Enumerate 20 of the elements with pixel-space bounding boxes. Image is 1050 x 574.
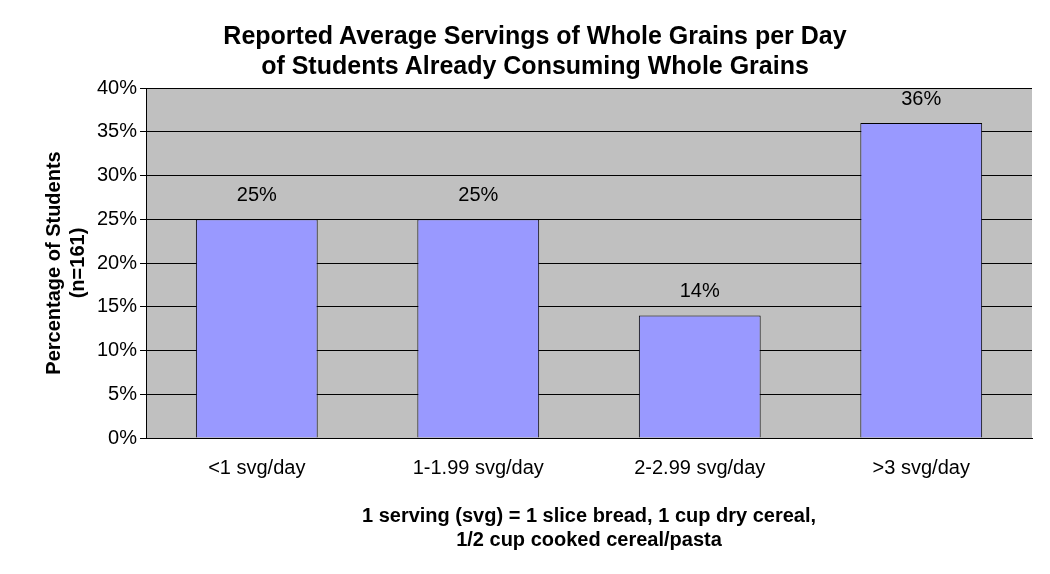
chart-title: Reported Average Servings of Whole Grains per Day of Students Already Consuming Whole Grains	[223, 20, 847, 79]
y-tick-label: 30%	[97, 163, 138, 186]
data-label: 14%	[679, 279, 720, 302]
x-tick-label: >3 svg/day	[872, 455, 970, 478]
y-tick-label: 35%	[97, 119, 138, 142]
y-tick-label: 0%	[108, 425, 138, 448]
data-label: 25%	[236, 182, 278, 205]
y-tick-label: 15%	[97, 294, 138, 317]
y-tick-label: 10%	[97, 338, 138, 361]
x-axis-title: 1 serving (svg) = 1 slice bread, 1 cup dry cereal, 1/2 cup cooked cereal/pasta	[361, 503, 817, 550]
y-tick-label: 25%	[97, 206, 138, 229]
data-label: 25%	[458, 182, 499, 205]
y-tick-label: 5%	[108, 381, 138, 404]
data-label: 36%	[901, 86, 942, 109]
x-tick-label: 2-2.99 svg/day	[634, 455, 766, 478]
y-tick-label: 40%	[97, 75, 138, 98]
x-tick-label: <1 svg/day	[208, 455, 306, 478]
y-tick-label: 20%	[97, 250, 138, 273]
y-axis-title: Percentage of Students (n=161)	[41, 151, 88, 375]
x-tick-label: 1-1.99 svg/day	[412, 455, 544, 478]
